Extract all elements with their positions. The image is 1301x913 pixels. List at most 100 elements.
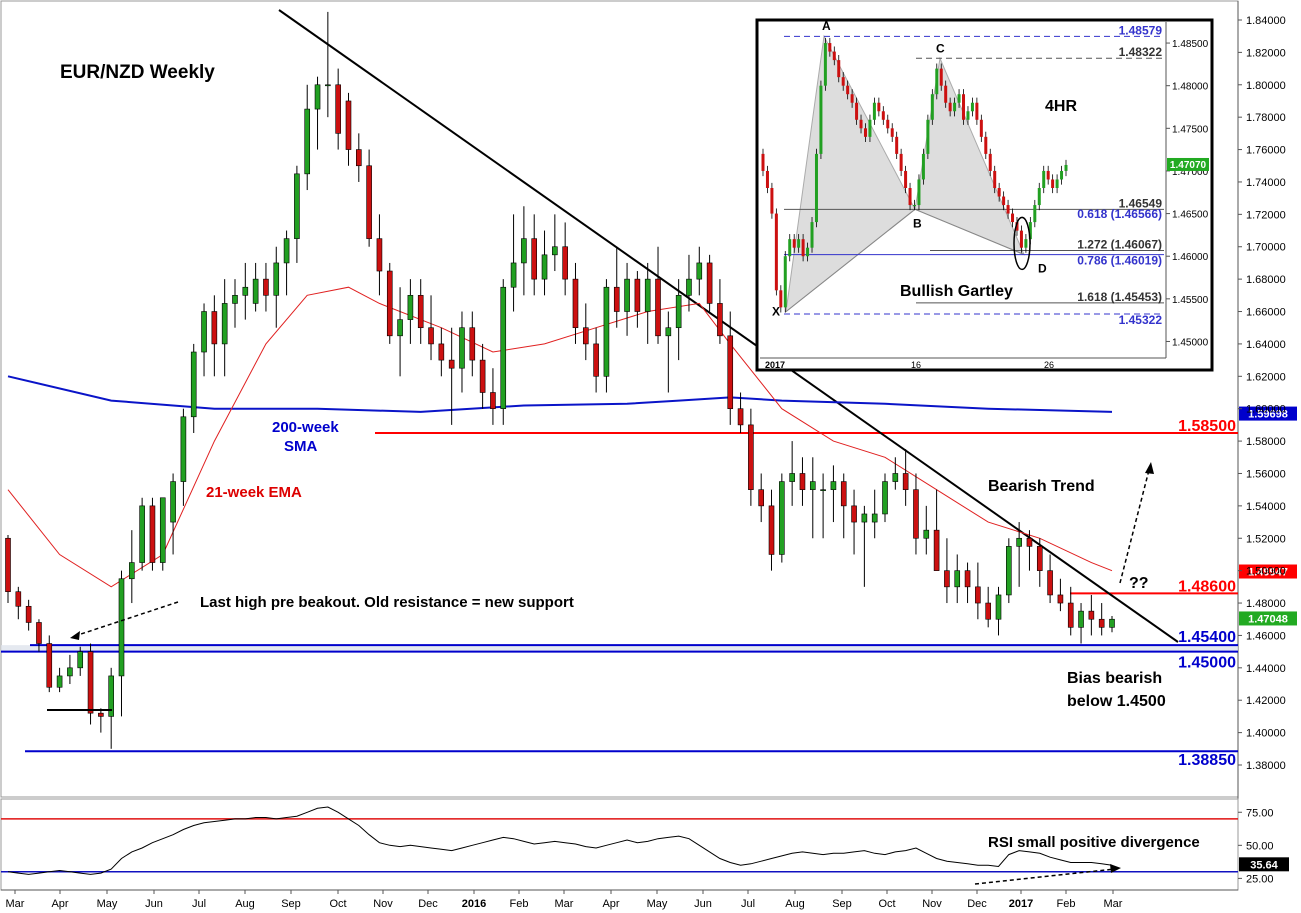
x-tick-label: 2016 [462,898,486,910]
inset-y-tick-label: 1.45500 [1172,295,1209,306]
x-tick-label: Mar [1104,898,1123,910]
inset-candle-body [806,247,810,257]
inset-candle-body [774,213,778,291]
inset-level-label: 1.272 (1.46067) [1077,237,1162,251]
inset-candle-body [855,102,859,120]
candle-body [727,335,734,409]
x-tick-label: Nov [922,898,942,910]
x-tick-label: May [97,898,118,910]
candle-body [5,537,11,593]
pattern-point-label: C [936,41,945,55]
bias-label-1: Bias bearish [1067,670,1162,687]
inset-x-tick-label: 26 [1044,360,1054,370]
inset-candle-body [984,136,988,154]
inset-candle-body [962,94,966,120]
inset-candle-body [761,153,765,171]
candle-body [954,570,961,588]
candle-body [129,562,135,580]
x-tick-label: Mar [555,898,574,910]
candle-body [67,667,73,677]
question-label: ?? [1129,575,1149,592]
inset-candle-body [859,119,863,129]
candle-body [149,505,156,563]
x-tick-label: Apr [51,898,68,910]
inset-level-label: 0.786 (1.46019) [1077,254,1162,268]
candle-body [15,591,22,607]
price-tag-label: 1.49947 [1248,567,1288,579]
candle-body [56,675,63,688]
candle-body [861,513,868,523]
rsi-note: RSI small positive divergence [988,834,1200,851]
inset-candle-body [939,68,943,86]
y-tick-label: 1.66000 [1246,307,1286,319]
inset-candle-body [966,111,970,120]
inset-x-tick-label: 2017 [765,360,785,370]
price-tag [1239,611,1297,626]
candle-body [779,481,785,555]
candle-body [356,149,362,167]
inset-candle-body [810,222,814,248]
x-tick-label: Aug [235,898,255,910]
support-band [1,645,1238,652]
inset-level-label: 1.48579 [1119,23,1163,37]
candle-body [366,165,372,239]
y-tick-label: 1.40000 [1246,728,1286,740]
inset-candle-body [917,179,921,206]
candle-body [1067,602,1074,628]
pattern-point-label: A [822,19,831,33]
inset-candle-body [926,119,930,154]
inset-candle-body [850,94,854,103]
y-tick-label: 1.50000 [1246,566,1286,578]
y-tick-label: 1.64000 [1246,339,1286,351]
level-label: 1.45400 [1178,629,1236,646]
candle-body [221,303,228,345]
candle-body [1078,610,1084,628]
candle-body [242,286,249,296]
candle-body [428,327,434,345]
inset-candle-body [783,256,787,308]
inset-candle-body [993,170,997,188]
inset-candle-body [868,119,872,137]
inset-candle-body [788,239,792,257]
y-tick-label: 1.74000 [1246,177,1286,189]
sma-label-2: SMA [284,438,318,455]
candle-body [1047,570,1053,596]
y-tick-label: 1.76000 [1246,145,1286,157]
inset-price-tag-label: 1.47070 [1170,160,1207,171]
candle-body [232,295,238,304]
inset-candle-body [1002,196,1006,206]
candle-body [1026,537,1033,547]
candle-body [98,712,104,717]
candle-body [531,238,538,280]
candle-body [1016,537,1022,547]
inset-candle-body [921,153,925,180]
rsi-current-label: 35.64 [1250,859,1278,871]
inset-candle-body [877,102,881,112]
candle-body [46,643,53,688]
inset-candle-body [779,290,783,308]
inset-title: 4HR [1045,98,1077,115]
inset-level-label: 1.48322 [1119,45,1163,59]
inset-candle-body [957,94,961,103]
candle-body [417,295,424,329]
inset-level-label: 1.618 (1.45453) [1077,290,1162,304]
inset-candle-body [1060,170,1064,180]
inset-candle-body [1019,230,1023,248]
inset-candle-body [1051,179,1055,188]
divergence-arrow-head [1110,864,1121,873]
inset-candle-body [904,170,908,188]
inset-candle-body [881,111,885,120]
inset-candle-body [823,43,827,86]
inset-y-tick-label: 1.48500 [1172,39,1209,50]
inset-candle-body [863,128,867,137]
inset-y-tick-label: 1.47500 [1172,124,1209,135]
candle-body [252,278,259,304]
inset-candle-body [908,188,912,206]
y-tick-label: 1.42000 [1246,695,1286,707]
candle-body [913,489,919,539]
inset-pattern-label: Bullish Gartley [900,283,1013,300]
y-tick-label: 1.44000 [1246,663,1286,675]
candle-body [294,173,300,239]
candle-body [634,278,641,312]
